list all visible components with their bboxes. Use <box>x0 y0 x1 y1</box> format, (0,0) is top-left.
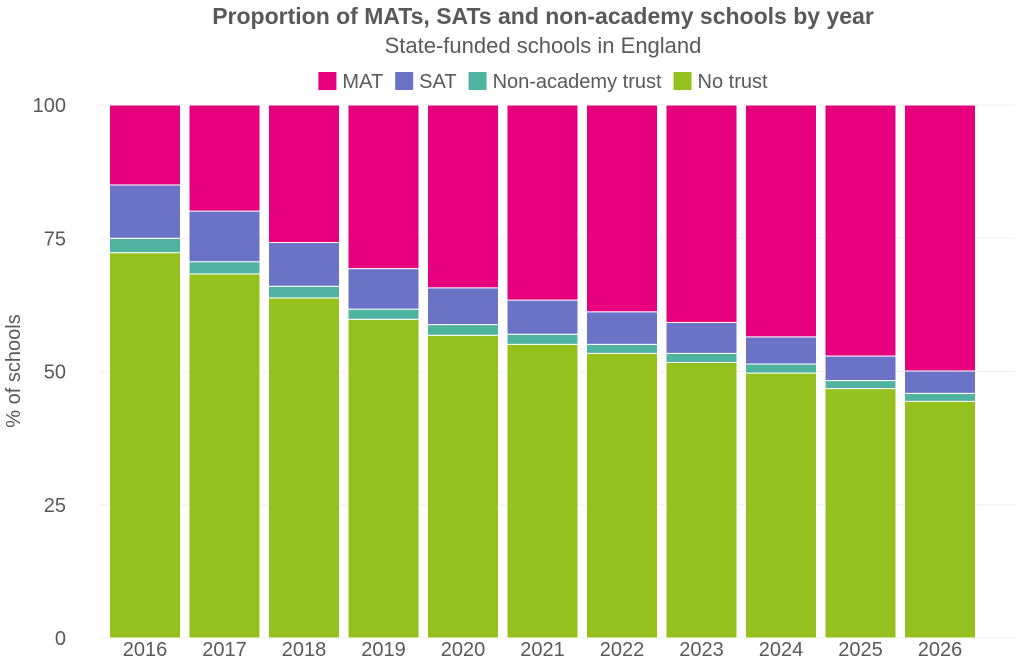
bar-segment-no-trust-2023 <box>665 361 738 639</box>
x-tick-label: 2023 <box>679 639 724 661</box>
bar-segment-sat-2019 <box>347 268 420 310</box>
bar-segment-sat-2025 <box>824 355 897 382</box>
bar-segment-sat-2018 <box>268 242 340 287</box>
legend-label: MAT <box>342 71 383 93</box>
bar-segment-non-academy-trust-2023 <box>665 352 738 363</box>
legend-item-sat: SAT <box>395 71 457 93</box>
x-tick-label: 2019 <box>361 639 406 661</box>
legend-item-mat: MAT <box>318 71 383 93</box>
x-tick-label: 2025 <box>838 639 883 661</box>
bar-segment-mat-2021 <box>506 104 579 301</box>
y-tick-label: 0 <box>55 628 66 650</box>
x-tick-label: 2020 <box>441 639 486 661</box>
legend-swatch <box>318 72 337 90</box>
bar-segment-non-academy-trust-2022 <box>586 343 658 354</box>
y-axis-ticks: 0 25 50 75 100 <box>33 95 66 650</box>
bar-segment-non-academy-trust-2026 <box>904 392 976 402</box>
bar-segment-sat-2016 <box>109 184 181 239</box>
bar-segment-no-trust-2018 <box>268 297 340 639</box>
bar-segment-mat-2017 <box>188 104 261 212</box>
bar-segment-mat-2025 <box>824 104 897 357</box>
bar-segment-sat-2017 <box>188 210 261 263</box>
bar-segment-sat-2026 <box>904 370 976 394</box>
bar-segment-no-trust-2019 <box>347 318 420 639</box>
y-tick-label: 50 <box>44 362 66 384</box>
bar-segment-sat-2022 <box>586 311 658 345</box>
chart-subtitle: State-funded schools in England <box>385 33 702 58</box>
y-tick-label: 75 <box>44 228 66 250</box>
bar-segment-no-trust-2025 <box>824 388 897 639</box>
y-axis-label: % of schools <box>3 314 25 427</box>
x-tick-label: 2016 <box>123 639 168 661</box>
bar-segment-no-trust-2016 <box>109 252 181 639</box>
bar-segment-non-academy-trust-2021 <box>506 333 579 345</box>
bar-segment-mat-2024 <box>745 104 817 338</box>
x-tick-label: 2021 <box>520 639 565 661</box>
bar-segment-no-trust-2017 <box>188 273 261 639</box>
bar-segment-non-academy-trust-2025 <box>824 380 897 390</box>
bar-segment-mat-2019 <box>347 104 420 270</box>
x-tick-label: 2024 <box>759 639 804 661</box>
legend-label: SAT <box>419 71 456 93</box>
bar-segment-sat-2024 <box>745 336 817 365</box>
bar-segment-non-academy-trust-2016 <box>109 237 181 254</box>
bar-segment-sat-2020 <box>427 287 499 326</box>
y-tick-label: 25 <box>44 495 66 517</box>
bar-segment-no-trust-2024 <box>745 372 817 639</box>
bar-segment-non-academy-trust-2019 <box>347 308 420 320</box>
bar-segment-no-trust-2026 <box>904 400 976 639</box>
x-tick-label: 2022 <box>600 639 645 661</box>
bar-segment-no-trust-2021 <box>506 343 579 639</box>
x-tick-label: 2017 <box>202 639 247 661</box>
bar-segment-non-academy-trust-2018 <box>268 285 340 299</box>
bar-segment-no-trust-2022 <box>586 352 658 639</box>
chart-title: Proportion of MATs, SATs and non-academy… <box>212 3 874 29</box>
bar-segment-non-academy-trust-2017 <box>188 261 261 275</box>
legend-swatch <box>468 72 487 90</box>
legend-swatch <box>395 72 414 90</box>
bar-segment-non-academy-trust-2024 <box>745 363 817 374</box>
bar-segment-mat-2022 <box>586 104 658 313</box>
legend-swatch <box>673 72 692 90</box>
bar-segment-mat-2018 <box>268 104 340 244</box>
legend-label: Non-academy trust <box>493 71 662 93</box>
x-tick-label: 2018 <box>282 639 327 661</box>
legend-item-no-trust: No trust <box>673 71 768 93</box>
bar-segment-mat-2026 <box>904 104 976 372</box>
x-tick-label: 2026 <box>918 639 963 661</box>
x-axis-ticks: 2016 2017 2018 2019 2020 2021 2022 2023 2024 2025… <box>123 639 963 661</box>
y-tick-label: 100 <box>33 95 66 117</box>
legend-item-non-academy-trust: Non-academy trust <box>468 71 662 93</box>
legend: MAT SAT Non-academy trust No trust <box>318 71 768 93</box>
legend-label: No trust <box>698 71 768 93</box>
bar-segment-mat-2020 <box>427 104 499 289</box>
bar-segment-non-academy-trust-2020 <box>427 324 499 336</box>
bar-segment-mat-2016 <box>109 104 181 186</box>
bar-segment-sat-2021 <box>506 299 579 335</box>
bar-segment-no-trust-2020 <box>427 334 499 639</box>
bar-segment-mat-2023 <box>665 104 738 323</box>
bars <box>109 104 976 639</box>
bar-segment-sat-2023 <box>665 321 738 354</box>
